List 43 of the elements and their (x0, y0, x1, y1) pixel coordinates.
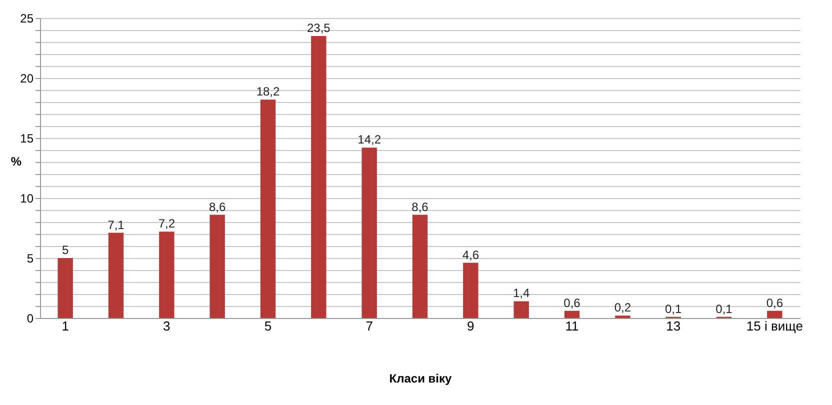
y-axis-title: % (10, 154, 22, 168)
x-tick-label: 11 (565, 318, 579, 334)
bar (108, 232, 124, 318)
bar (260, 100, 276, 318)
bar (767, 310, 782, 318)
data-label: 0,6 (564, 296, 581, 310)
bar (564, 310, 580, 318)
data-label: 18,2 (256, 84, 280, 99)
data-label: 1,4 (512, 286, 530, 300)
data-label: 5 (62, 243, 69, 257)
bar (58, 258, 73, 318)
bar (514, 301, 529, 318)
data-label: 0,2 (614, 300, 632, 315)
data-label: 0,1 (664, 302, 682, 316)
x-tick-label: 15 і вище (746, 318, 803, 334)
x-tick-label: 13 (666, 318, 681, 334)
data-label: 4,6 (462, 248, 480, 262)
y-tick-label: 5 (26, 252, 34, 266)
data-label: 8,6 (208, 200, 226, 214)
bar (412, 214, 428, 318)
y-tick-label: 0 (26, 312, 34, 326)
data-label: 14,2 (358, 132, 382, 147)
bar (362, 148, 377, 318)
bar (210, 214, 225, 318)
data-label: 7,2 (158, 216, 176, 231)
y-tick-label: 20 (20, 72, 34, 86)
x-tick-label: 9 (467, 318, 474, 334)
y-tick-label: 15 (20, 132, 34, 146)
data-label: 0,6 (766, 296, 784, 310)
x-tick-label: 7 (366, 318, 373, 334)
data-label: 8,6 (412, 200, 429, 214)
bar (159, 232, 174, 318)
data-label: 23,5 (306, 21, 331, 35)
data-label: 7,1 (108, 218, 125, 232)
x-axis-title: Класи віку (389, 372, 452, 386)
y-tick-label: 25 (20, 12, 34, 26)
x-tick-label: 3 (163, 318, 170, 334)
data-label: 0,1 (716, 302, 733, 316)
bar (311, 36, 326, 318)
x-tick-label: 1 (62, 318, 69, 334)
y-tick-label: 10 (20, 192, 34, 206)
bar (463, 262, 478, 318)
x-tick-label: 5 (264, 318, 272, 334)
